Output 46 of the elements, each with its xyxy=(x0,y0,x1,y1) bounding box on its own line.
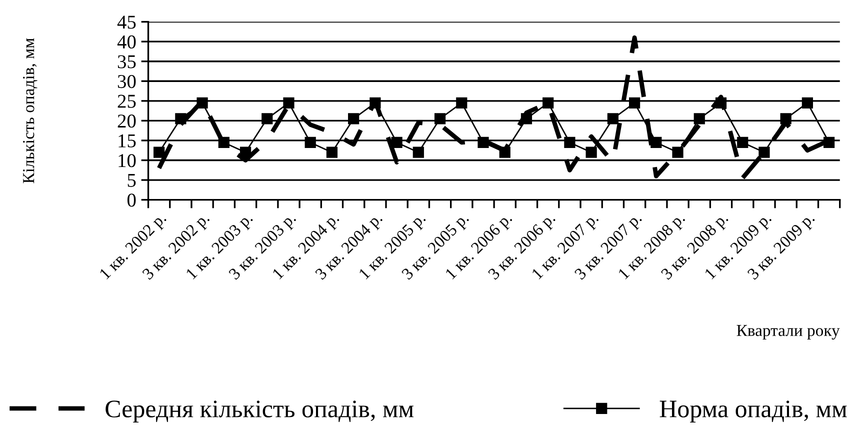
y-tick-label: 25 xyxy=(118,94,136,108)
point xyxy=(520,113,532,124)
point xyxy=(218,136,230,148)
point xyxy=(737,136,748,148)
point xyxy=(434,113,446,124)
y-tick-label: 35 xyxy=(118,55,136,68)
point xyxy=(499,146,510,158)
point xyxy=(412,146,424,158)
point xyxy=(780,113,792,124)
point xyxy=(326,146,338,158)
point xyxy=(391,136,402,148)
y-tick-label: 20 xyxy=(118,114,136,128)
point xyxy=(672,146,684,158)
point xyxy=(607,113,618,124)
point xyxy=(370,97,381,108)
y-axis-title: Кількість опадів, мм xyxy=(23,38,38,184)
y-tick-label: 10 xyxy=(118,154,136,168)
point xyxy=(586,146,597,158)
point xyxy=(348,113,360,124)
point xyxy=(650,136,662,148)
point xyxy=(478,136,489,148)
point xyxy=(542,97,554,108)
point xyxy=(456,97,468,108)
point xyxy=(758,146,770,158)
point xyxy=(240,146,252,158)
point xyxy=(154,146,165,158)
point xyxy=(694,113,705,124)
x-axis-title: Квартали року xyxy=(736,325,840,340)
point xyxy=(283,97,294,108)
point xyxy=(196,97,208,108)
point xyxy=(628,97,640,108)
point xyxy=(304,136,316,148)
y-tick-label: 30 xyxy=(118,74,136,88)
legend-label: Середня кількість опадів, мм xyxy=(106,400,414,422)
y-tick-label: 40 xyxy=(117,35,136,49)
point xyxy=(824,136,835,148)
point xyxy=(564,136,576,148)
point xyxy=(715,97,727,108)
y-tick-label: 15 xyxy=(118,134,136,148)
y-tick-label: 0 xyxy=(127,194,136,207)
y-tick-label: 45 xyxy=(117,16,136,29)
y-tick-label: 5 xyxy=(128,174,136,187)
point xyxy=(262,113,273,124)
legend-label: Норма опадів, мм xyxy=(660,400,847,422)
point xyxy=(175,113,186,124)
point xyxy=(802,97,813,108)
